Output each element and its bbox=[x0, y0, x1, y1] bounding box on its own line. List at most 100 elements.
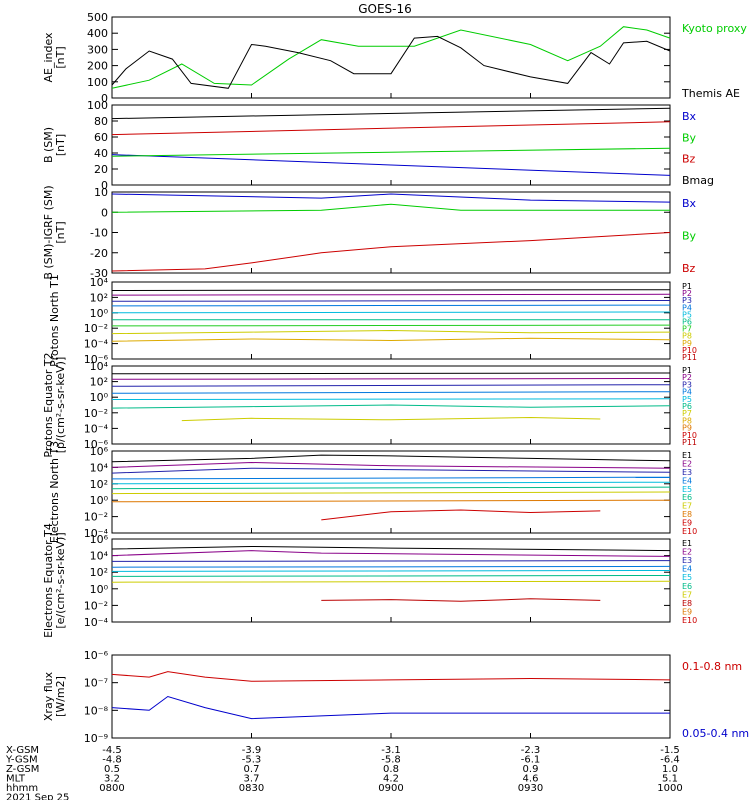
series-by bbox=[111, 203, 670, 213]
legend-entry: E2 bbox=[682, 459, 692, 468]
x-axis-value: 3.7 bbox=[244, 774, 260, 785]
series-p1 bbox=[111, 289, 671, 291]
legend-entry: E1 bbox=[682, 539, 692, 548]
x-axis-row-label: MLT bbox=[6, 774, 26, 785]
y-axis-label-line: Protons Equator T2 bbox=[42, 352, 55, 457]
series-bx bbox=[111, 193, 671, 203]
legend-entry: P4 bbox=[682, 303, 692, 312]
x-axis-value: 0.5 bbox=[104, 764, 120, 775]
x-axis-value: 0830 bbox=[239, 783, 264, 794]
y-tick-label: 10⁻⁷ bbox=[84, 677, 108, 690]
y-tick-label: 10⁻² bbox=[84, 511, 108, 524]
legend-entry: P4 bbox=[682, 388, 692, 397]
y-tick-label: 10⁰ bbox=[90, 494, 109, 507]
y-axis-label-line: Xray flux bbox=[42, 671, 55, 721]
series-0-1-0-8-nm bbox=[111, 671, 671, 682]
series-p2 bbox=[111, 293, 671, 296]
legend-entry: E2 bbox=[682, 548, 692, 557]
y-axis-label-line: [nT] bbox=[54, 46, 67, 68]
y-tick-label: 10⁴ bbox=[90, 461, 109, 474]
y-tick-label: -10 bbox=[90, 227, 108, 240]
y-tick-label: 10² bbox=[90, 376, 108, 389]
legend-entry: P10 bbox=[682, 346, 697, 355]
y-tick-label: 10² bbox=[90, 566, 108, 579]
x-axis-value: 0.7 bbox=[244, 764, 260, 775]
y-tick-label: 0 bbox=[101, 92, 108, 105]
y-tick-label: 10⁻² bbox=[84, 599, 108, 612]
panel-frame bbox=[111, 281, 671, 360]
series-p4 bbox=[111, 304, 671, 307]
y-axis-label: Electrons North T3 bbox=[48, 441, 61, 543]
legend-entry: E10 bbox=[682, 527, 697, 536]
panel-8: 10⁻⁹ 10⁻⁸ 10⁻⁷ 10⁻⁶ Xray flux[W/m2] 0.1-0.8 n… bbox=[42, 649, 749, 745]
series-p6 bbox=[111, 404, 671, 409]
y-tick-label: 0 bbox=[101, 206, 108, 219]
x-axis-value: 4.2 bbox=[383, 774, 399, 785]
panel-3: -30 -20 -10 0 10 B (SM)-IGRF (SM)[nT] Bx By Bz bbox=[42, 185, 697, 280]
legend-entry: E9 bbox=[682, 607, 692, 616]
x-axis-row-label: Y-GSM bbox=[5, 755, 38, 766]
y-axis-label-line: Electrons Equator T4 bbox=[42, 523, 55, 638]
y-tick-label: 10⁶ bbox=[90, 445, 109, 458]
y-axis-label-line: [p/(cm²-s-sr-keV)] bbox=[54, 357, 67, 454]
x-axis-value: -2.3 bbox=[521, 745, 541, 756]
series-p5 bbox=[111, 311, 671, 314]
y-tick-label: 10⁻⁶ bbox=[84, 649, 109, 662]
series-e3 bbox=[111, 467, 671, 474]
y-axis-label: Xray flux[W/m2] bbox=[42, 671, 67, 721]
legend-entry: P3 bbox=[682, 380, 692, 389]
legend-entry: E10 bbox=[682, 616, 697, 625]
legend-entry: E1 bbox=[682, 451, 692, 460]
y-tick-label: 100 bbox=[87, 99, 108, 112]
x-axis-value: 0930 bbox=[518, 783, 543, 794]
y-tick-label: 60 bbox=[94, 131, 108, 144]
legend-entry: E3 bbox=[682, 556, 692, 565]
series-e6 bbox=[111, 575, 671, 577]
legend-entry: E7 bbox=[682, 502, 692, 511]
y-tick-label: 10⁴ bbox=[90, 360, 109, 373]
series-p2 bbox=[111, 378, 671, 380]
x-axis-value: -4.8 bbox=[102, 755, 122, 766]
legend-entry: E4 bbox=[682, 565, 692, 574]
legend-entry: P10 bbox=[682, 431, 697, 440]
legend-entry: P6 bbox=[682, 402, 692, 411]
series-e7 bbox=[111, 580, 671, 583]
x-axis-value: -4.5 bbox=[102, 745, 122, 756]
y-axis-label-line: B (SM)-IGRF (SM) bbox=[42, 185, 55, 279]
y-axis-label-line: [e/(cm²-s-sr-keV)] bbox=[54, 532, 67, 628]
y-axis-label: Electrons Equator T4[e/(cm²-s-sr-keV)] bbox=[42, 523, 67, 638]
series-themis-ae bbox=[111, 35, 671, 89]
x-axis-value: 5.1 bbox=[662, 774, 678, 785]
series-p9 bbox=[111, 337, 671, 342]
y-tick-label: 10⁻⁸ bbox=[84, 704, 109, 717]
y-tick-label: 10⁻⁴ bbox=[84, 338, 109, 351]
series-e9 bbox=[321, 509, 601, 521]
legend-entry: Bz bbox=[682, 262, 696, 275]
legend-entry: P1 bbox=[682, 366, 692, 375]
y-tick-label: 10⁻⁴ bbox=[84, 616, 109, 629]
legend-entry: E6 bbox=[682, 493, 692, 502]
legend-entry: By bbox=[682, 230, 697, 243]
x-axis-value: -5.3 bbox=[242, 755, 262, 766]
y-axis-label-line: [nT] bbox=[54, 134, 67, 156]
legend-entry: E8 bbox=[682, 599, 692, 608]
y-axis-label: B (SM)-IGRF (SM)[nT] bbox=[42, 185, 67, 279]
x-axis-value: 0900 bbox=[378, 783, 403, 794]
x-axis-value: 0.8 bbox=[383, 764, 399, 775]
y-tick-label: 20 bbox=[94, 163, 108, 176]
y-tick-label: 10⁻² bbox=[84, 407, 108, 420]
y-tick-label: 200 bbox=[87, 60, 108, 73]
panel-6: 10⁻⁴ 10⁻² 10⁰ 10² 10⁴ 10⁶ Electrons North T3 E1… bbox=[48, 441, 697, 543]
y-axis-label: AE_index[nT] bbox=[42, 32, 67, 83]
y-tick-label: 10² bbox=[90, 478, 108, 491]
x-axis-value: 3.2 bbox=[104, 774, 120, 785]
y-tick-label: -20 bbox=[90, 247, 108, 260]
y-tick-label: -30 bbox=[90, 267, 108, 280]
x-axis-row-label: hhmm bbox=[6, 783, 38, 794]
y-axis-label: Protons Equator T2[p/(cm²-s-sr-keV)] bbox=[42, 352, 67, 457]
y-tick-label: 10⁻⁶ bbox=[84, 438, 109, 451]
legend-entry: E5 bbox=[682, 485, 692, 494]
series-p3 bbox=[111, 300, 671, 302]
